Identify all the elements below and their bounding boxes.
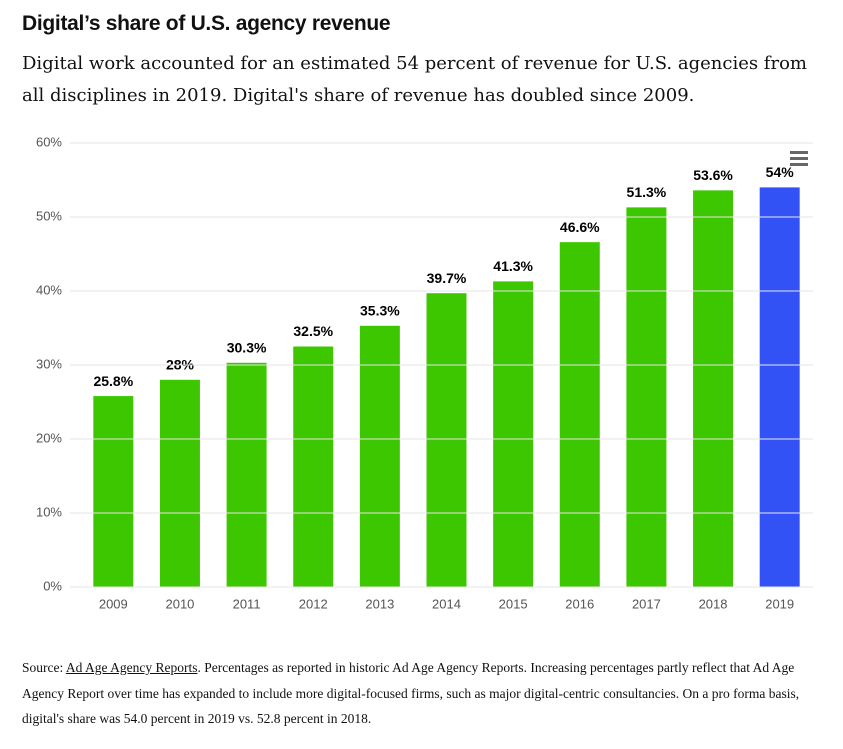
y-tick-label: 30% <box>36 356 62 371</box>
x-tick-label: 2016 <box>565 596 594 611</box>
source-link[interactable]: Ad Age Agency Reports <box>65 660 198 675</box>
subtitle: Digital work accounted for an estimated … <box>22 53 807 106</box>
y-tick-label: 50% <box>36 208 62 223</box>
y-tick-label: 0% <box>43 578 62 593</box>
source-note: Source: Ad Age Agency Reports. Percentag… <box>22 655 827 732</box>
x-tick-label: 2013 <box>365 596 394 611</box>
bar <box>293 346 334 587</box>
y-tick-label: 20% <box>36 430 62 445</box>
value-label: 32.5% <box>293 323 333 339</box>
bar <box>693 190 734 588</box>
x-tick-label: 2015 <box>499 596 528 611</box>
value-label: 25.8% <box>93 373 133 389</box>
menu-icon-line <box>790 151 808 154</box>
bar <box>493 281 534 587</box>
source-text: . Percentages as reported in historic Ad… <box>22 660 800 726</box>
y-tick-label: 10% <box>36 504 62 519</box>
bar <box>559 242 600 587</box>
value-label: 53.6% <box>693 167 733 183</box>
x-tick-label: 2014 <box>432 596 461 611</box>
bar <box>759 187 800 587</box>
x-tick-label: 2011 <box>233 596 261 611</box>
value-label: 35.3% <box>360 302 400 318</box>
x-tick-label: 2012 <box>299 596 328 611</box>
value-label: 30.3% <box>227 339 267 355</box>
x-tick-label: 2009 <box>99 596 128 611</box>
menu-icon-line <box>790 163 808 166</box>
value-label: 46.6% <box>560 219 600 235</box>
bar <box>626 207 667 587</box>
chart: 54% 2019 53.6% 2018 51.3% 2017 46.6% 2016 41.3% 2… <box>36 134 813 611</box>
title: Digital’s share of U.S. agency revenue <box>22 12 391 35</box>
bar <box>159 379 200 587</box>
menu-icon-line <box>790 157 808 160</box>
value-label: 41.3% <box>493 258 533 274</box>
x-tick-label: 2019 <box>765 596 794 611</box>
bar <box>359 325 400 587</box>
x-tick-label: 2010 <box>165 596 194 611</box>
value-label: 54% <box>766 164 795 180</box>
bar <box>226 362 267 587</box>
value-label: 39.7% <box>427 270 467 286</box>
source-prefix: Source: <box>22 660 64 675</box>
x-tick-label: 2018 <box>699 596 728 611</box>
value-label: 51.3% <box>627 184 667 200</box>
menu-button[interactable] <box>788 148 810 168</box>
x-tick-label: 2017 <box>632 596 661 611</box>
bar <box>426 293 467 587</box>
y-tick-label: 40% <box>36 282 62 297</box>
bar <box>93 396 134 587</box>
y-tick-label: 60% <box>36 134 62 149</box>
